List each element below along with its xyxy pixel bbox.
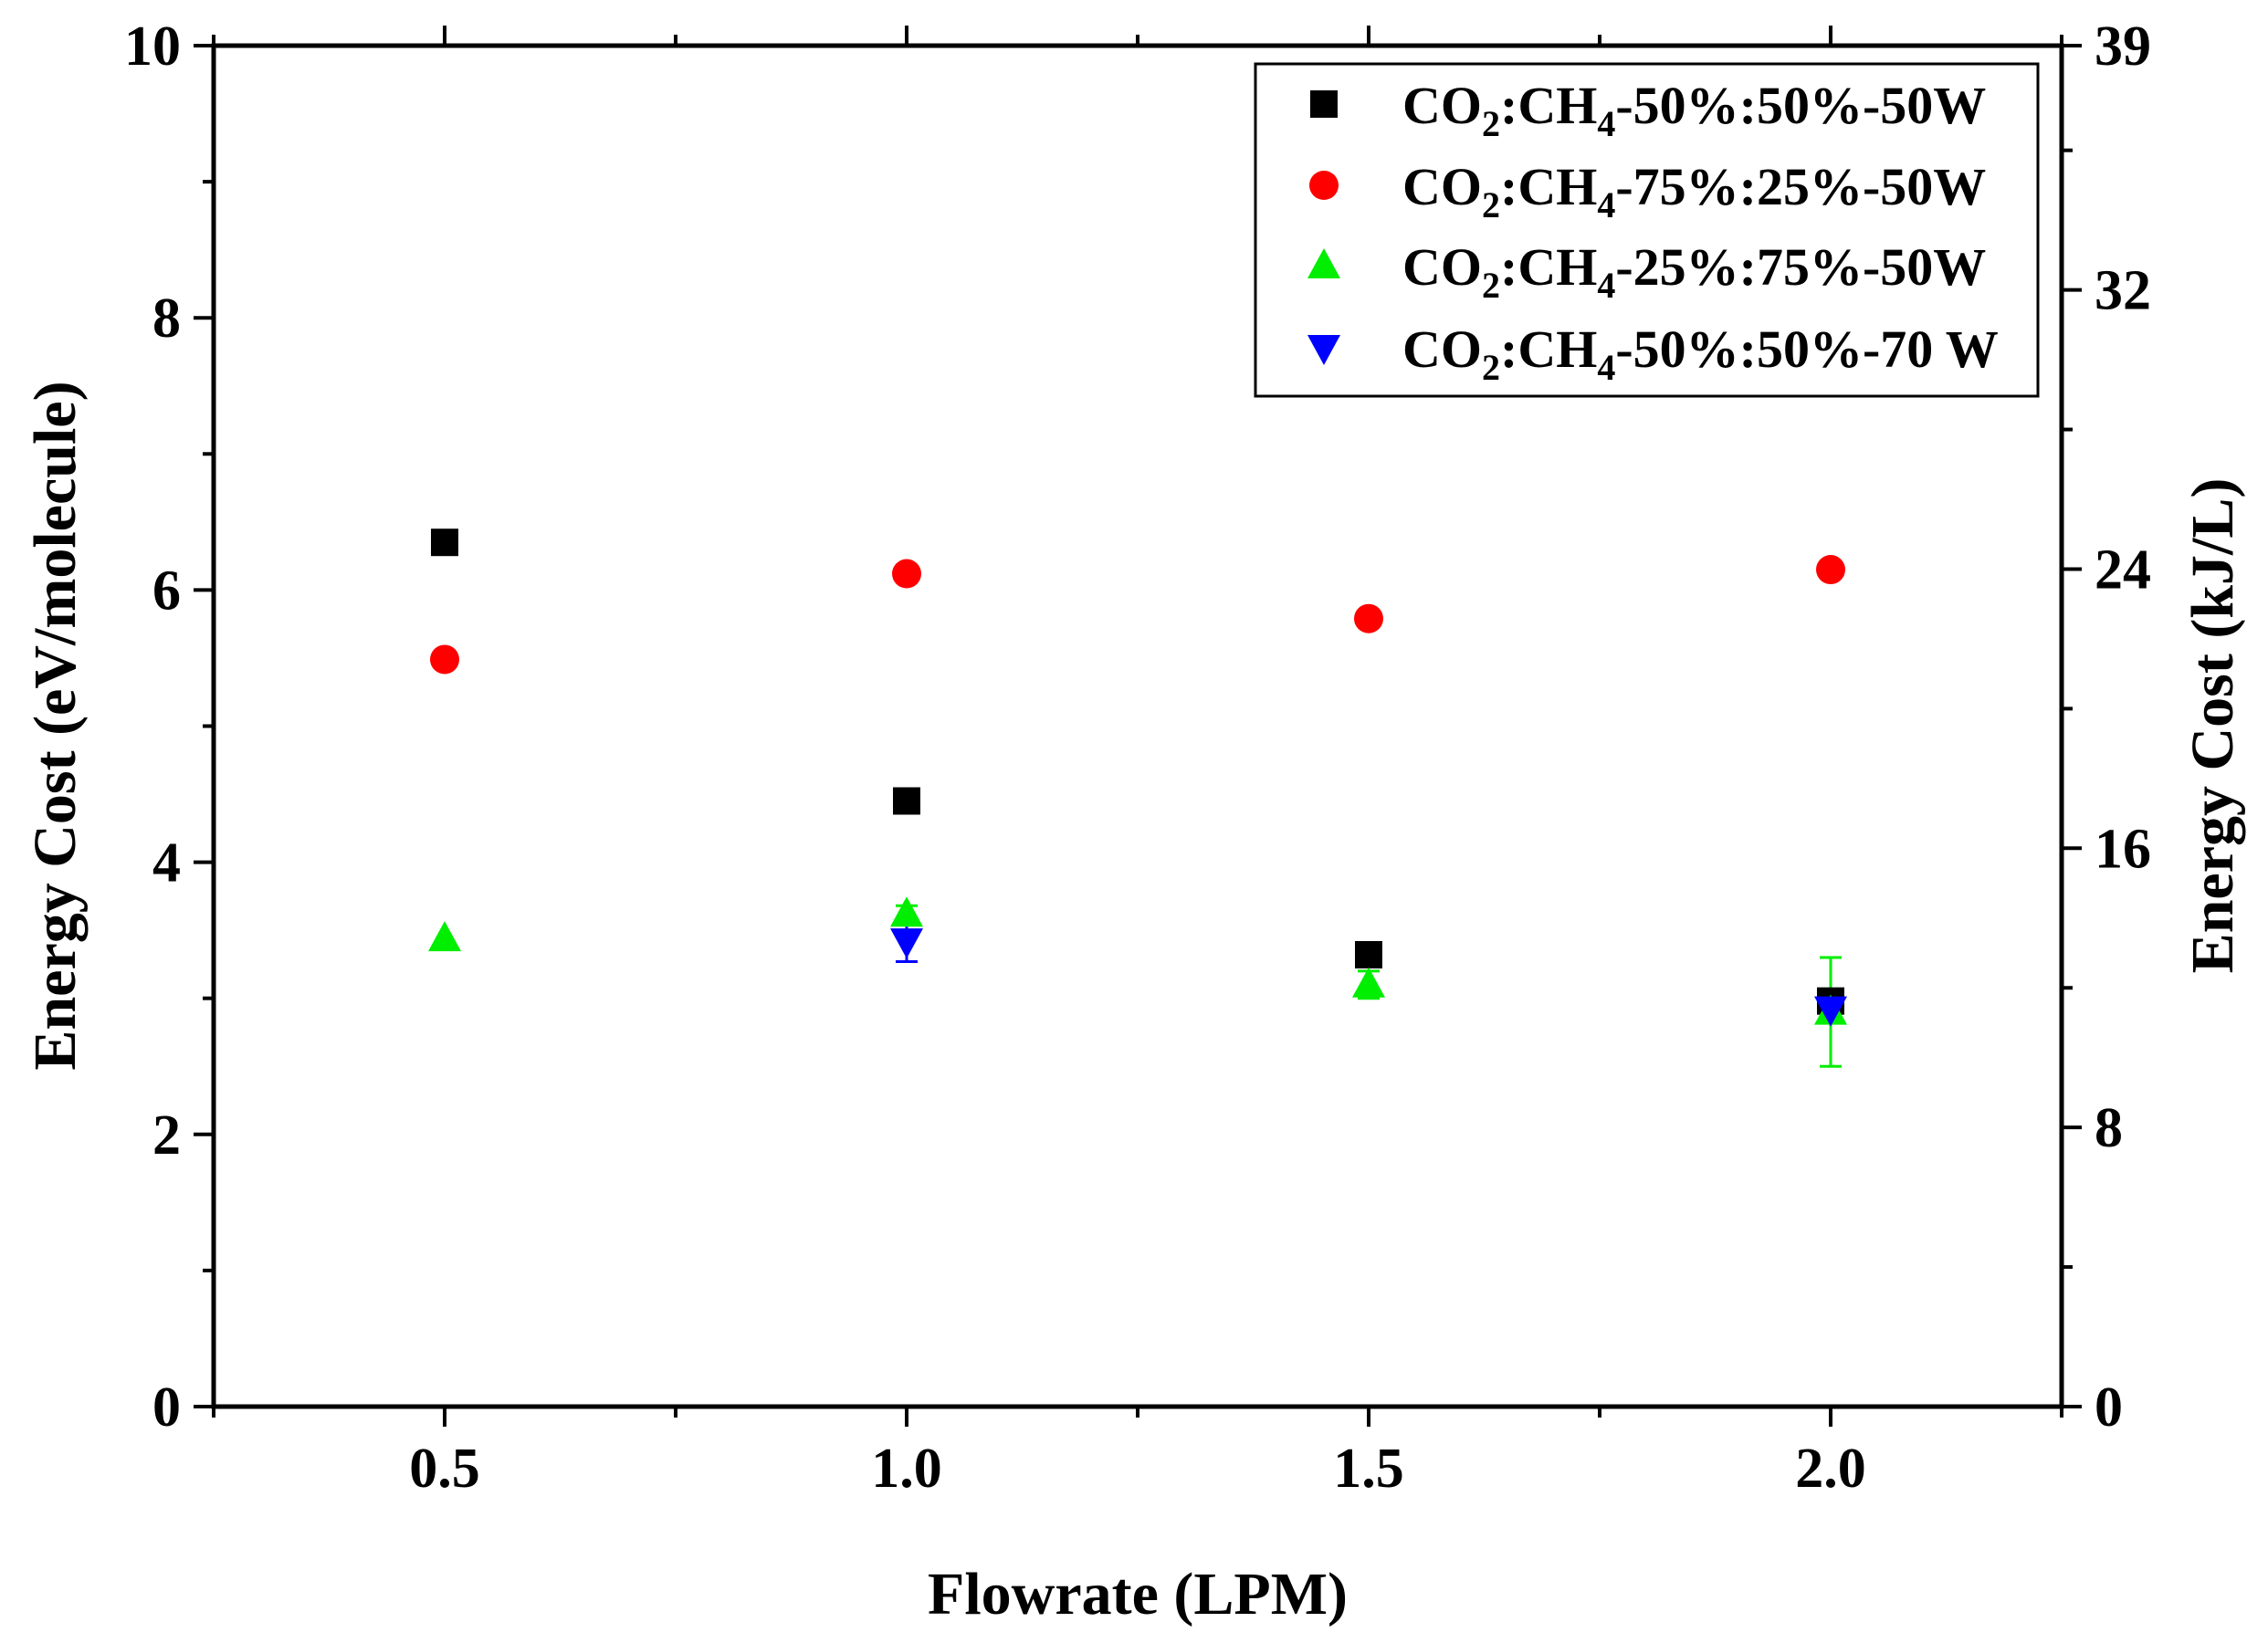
data-point-series-3: [890, 896, 923, 927]
legend-label-2: CO2:CH4-75%:25%-50W: [1402, 157, 1986, 225]
y2-tick-label: 8: [2095, 1097, 2123, 1159]
x-tick-label: 1.0: [871, 1438, 942, 1500]
legend-subscript: 4: [1597, 347, 1615, 388]
x-tick-label: 1.5: [1333, 1438, 1404, 1500]
data-point-series-2: [1816, 555, 1845, 585]
legend-text-part: CO: [1402, 157, 1482, 216]
legend-entries: CO2:CH4-50%:50%-50WCO2:CH4-75%:25%-50WCO…: [1307, 76, 1999, 388]
legend-subscript: 2: [1482, 184, 1500, 225]
x-tick-label: 0.5: [409, 1438, 480, 1500]
legend-marker-2: [1309, 171, 1339, 200]
data-point-series-2: [892, 559, 921, 589]
data-point-series-2: [430, 644, 459, 675]
y-tick-label: 8: [152, 288, 181, 350]
legend-text-part: :CH: [1500, 76, 1597, 135]
legend-subscript: 2: [1482, 347, 1500, 388]
data-point-series-3: [1352, 967, 1385, 998]
legend-subscript: 4: [1597, 103, 1615, 144]
data-point-series-1: [1355, 940, 1382, 968]
legend: CO2:CH4-50%:50%-50WCO2:CH4-75%:25%-50WCO…: [1254, 62, 2040, 398]
y2-tick-label: 16: [2095, 818, 2151, 880]
legend-text-part: :CH: [1500, 157, 1597, 216]
y-tick-label: 6: [152, 560, 181, 622]
legend-subscript: 4: [1597, 265, 1615, 306]
y2-axis-title: Energy Cost (kJ/L): [2179, 478, 2246, 974]
legend-subscript: 4: [1597, 184, 1615, 225]
legend-text-part: -50%:50%-70 W: [1615, 319, 1998, 379]
legend-text-part: -25%:75%-50W: [1615, 237, 1986, 297]
y2-tick-label: 39: [2095, 16, 2151, 78]
x-tick-label: 2.0: [1795, 1438, 1866, 1500]
legend-box: [1254, 62, 2040, 398]
y2-tick-label: 24: [2095, 539, 2151, 601]
legend-marker-3: [1307, 248, 1340, 278]
data-point-series-1: [431, 528, 458, 557]
legend-text-part: -50%:50%-50W: [1615, 76, 1986, 135]
legend-text-part: CO: [1402, 319, 1482, 379]
data-point-series-3: [428, 921, 461, 952]
y-tick-label: 10: [124, 16, 181, 78]
legend-label-1: CO2:CH4-50%:50%-50W: [1402, 76, 1986, 144]
ticks-layer: [194, 26, 2082, 1427]
data-point-series-4: [1814, 996, 1847, 1027]
y-tick-label: 0: [152, 1376, 181, 1439]
legend-text-part: -75%:25%-50W: [1615, 157, 1986, 216]
y-tick-label: 4: [152, 832, 181, 895]
data-point-series-1: [893, 787, 920, 815]
y2-tick-label: 32: [2095, 260, 2151, 322]
data-point-series-4: [890, 928, 923, 959]
legend-text-part: :CH: [1500, 319, 1597, 379]
legend-text-part: :CH: [1500, 237, 1597, 297]
legend-label-4: CO2:CH4-50%:50%-70 W: [1402, 319, 1999, 388]
legend-text-part: CO: [1402, 76, 1482, 135]
x-axis-title: Flowrate (LPM): [928, 1561, 1348, 1627]
legend-marker-1: [1310, 90, 1338, 118]
data-point-series-2: [1354, 603, 1383, 633]
y-axis-title: Energy Cost (eV/molecule): [22, 381, 89, 1070]
markers-layer: [428, 528, 1847, 1027]
y-tick-label: 2: [152, 1104, 181, 1167]
legend-subscript: 2: [1482, 265, 1500, 306]
y2-tick-label: 0: [2095, 1376, 2123, 1439]
legend-subscript: 2: [1482, 103, 1500, 144]
legend-marker-4: [1307, 335, 1340, 365]
legend-text-part: CO: [1402, 237, 1482, 297]
legend-label-3: CO2:CH4-25%:75%-50W: [1402, 237, 1986, 306]
